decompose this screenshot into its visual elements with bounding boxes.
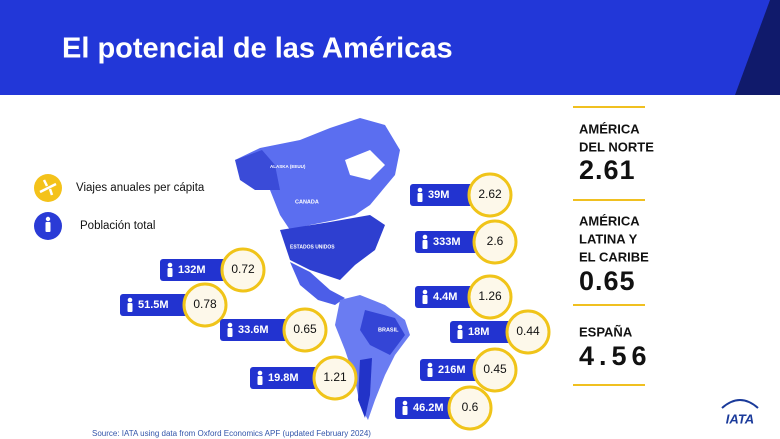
stat-label: ESPAÑA bbox=[579, 324, 633, 339]
trips: 0.72 bbox=[231, 262, 255, 276]
header-band bbox=[0, 0, 780, 95]
stat-label: AMÉRICA bbox=[579, 213, 640, 228]
person-icon bbox=[402, 400, 408, 406]
person-icon bbox=[227, 322, 233, 328]
usa bbox=[280, 215, 385, 280]
person-icon bbox=[422, 295, 428, 304]
person-icon bbox=[45, 216, 51, 222]
plane-icon bbox=[39, 179, 57, 196]
person-icon bbox=[167, 262, 173, 268]
trips-badge bbox=[467, 172, 513, 218]
hudson-bay bbox=[345, 150, 385, 180]
trips: 0.65 bbox=[293, 322, 317, 336]
person-icon bbox=[402, 406, 408, 415]
map-label: CANADA bbox=[295, 199, 319, 205]
person-icon bbox=[127, 303, 133, 312]
trips: 0.45 bbox=[483, 362, 507, 376]
trips-badge bbox=[472, 219, 518, 265]
canada bbox=[235, 118, 400, 230]
population: 33.6M bbox=[238, 324, 269, 336]
person-icon bbox=[422, 240, 428, 249]
trips-badge bbox=[472, 347, 518, 393]
person-icon bbox=[417, 187, 423, 193]
trips-badge bbox=[282, 307, 328, 353]
trips-badge bbox=[182, 282, 228, 328]
population: 39M bbox=[428, 189, 449, 201]
population: 51.5M bbox=[138, 299, 169, 311]
trips-badge bbox=[505, 309, 551, 355]
trips-badge bbox=[312, 355, 358, 401]
trips: 1.26 bbox=[478, 289, 502, 303]
trips: 2.6 bbox=[487, 234, 504, 248]
population: 333M bbox=[433, 236, 461, 248]
map-label: ESTADOS UNIDOS bbox=[290, 244, 335, 250]
trips-badge bbox=[447, 385, 493, 431]
alaska bbox=[235, 150, 280, 190]
population: 4.4M bbox=[433, 291, 457, 303]
logo: IATA bbox=[726, 411, 754, 426]
stat-label: LATINA Y bbox=[579, 231, 638, 246]
person-icon bbox=[45, 222, 51, 232]
title: El potencial de las Américas bbox=[62, 33, 453, 65]
legend-label: Viajes anuales per cápita bbox=[76, 182, 205, 194]
population: 18M bbox=[468, 326, 489, 338]
map: ALASKA (EEUU) CANADA ESTADOS UNIDOS BRAS… bbox=[235, 118, 410, 420]
trips: 1.21 bbox=[323, 370, 347, 384]
source: Source: IATA using data from Oxford Econ… bbox=[92, 429, 371, 438]
map-label: ALASKA (EEUU) bbox=[270, 164, 306, 169]
stat-label: AMÉRICA bbox=[579, 121, 640, 136]
population: 46.2M bbox=[413, 402, 444, 414]
person-icon bbox=[422, 289, 428, 295]
population: 19.8M bbox=[268, 372, 299, 384]
header-accent bbox=[735, 0, 780, 95]
argentina bbox=[358, 358, 372, 418]
stat-value: 0.65 bbox=[579, 266, 636, 296]
stat-label: EL CARIBE bbox=[579, 249, 649, 264]
person-icon bbox=[427, 362, 433, 368]
person-icon bbox=[127, 297, 133, 303]
logo-globe bbox=[721, 399, 759, 409]
person-icon bbox=[457, 324, 463, 330]
person-icon bbox=[417, 193, 423, 202]
person-icon bbox=[422, 234, 428, 240]
person-icon bbox=[227, 328, 233, 337]
map-label: BRASIL bbox=[378, 327, 399, 333]
person-icon bbox=[167, 268, 173, 277]
trips-badge bbox=[467, 274, 513, 320]
callouts: 39M 2.62 333M 2.6 132M 0.72 4.4M 1.26 51.5M 0.78 3… bbox=[120, 172, 551, 431]
trips-badge bbox=[220, 247, 266, 293]
legend-label: Población total bbox=[80, 220, 155, 232]
stat-value: 2.61 bbox=[579, 155, 636, 185]
person-icon bbox=[257, 376, 263, 385]
population: 132M bbox=[178, 264, 206, 276]
brasil bbox=[360, 310, 405, 355]
person-icon bbox=[257, 370, 263, 376]
stat-label: DEL NORTE bbox=[579, 139, 654, 154]
trips: 0.6 bbox=[462, 400, 479, 414]
population: 216M bbox=[438, 364, 466, 376]
person-icon bbox=[427, 368, 433, 377]
trips: 0.78 bbox=[193, 297, 217, 311]
trips: 0.44 bbox=[516, 324, 540, 338]
mexico bbox=[290, 262, 345, 305]
person-icon bbox=[457, 330, 463, 339]
stat-value: 4.56 bbox=[579, 341, 652, 371]
trips: 2.62 bbox=[478, 187, 502, 201]
